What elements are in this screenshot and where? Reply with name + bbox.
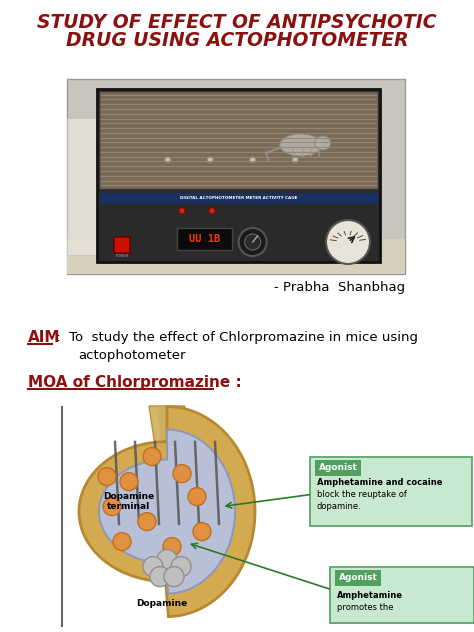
Polygon shape (157, 406, 177, 446)
Circle shape (165, 157, 171, 163)
Text: Dopamine
terminal: Dopamine terminal (103, 492, 155, 511)
Text: - Prabha  Shanbhag: - Prabha Shanbhag (274, 281, 406, 293)
Ellipse shape (315, 136, 331, 150)
Text: Agonist: Agonist (319, 463, 357, 472)
Circle shape (238, 228, 267, 256)
Text: block the reuptake of: block the reuptake of (317, 490, 407, 499)
FancyBboxPatch shape (330, 567, 474, 623)
FancyBboxPatch shape (315, 459, 361, 476)
FancyBboxPatch shape (99, 91, 378, 190)
FancyBboxPatch shape (310, 456, 472, 526)
Text: MOA of Chlorpromazine :: MOA of Chlorpromazine : (28, 375, 242, 389)
Circle shape (143, 557, 163, 576)
Polygon shape (99, 430, 235, 593)
Circle shape (143, 447, 161, 466)
Text: actophotometer: actophotometer (78, 349, 185, 363)
FancyBboxPatch shape (177, 228, 232, 250)
Text: STUDY OF EFFECT OF ANTIPSYCHOTIC: STUDY OF EFFECT OF ANTIPSYCHOTIC (37, 13, 437, 32)
FancyBboxPatch shape (67, 118, 105, 255)
Circle shape (292, 157, 298, 163)
Text: UU 1B: UU 1B (189, 234, 220, 244)
Circle shape (103, 497, 121, 516)
Circle shape (113, 533, 131, 550)
Circle shape (250, 157, 255, 163)
FancyBboxPatch shape (97, 89, 380, 262)
Circle shape (120, 473, 138, 490)
Circle shape (188, 488, 206, 506)
FancyBboxPatch shape (67, 239, 405, 274)
Circle shape (245, 234, 261, 250)
FancyBboxPatch shape (114, 237, 130, 253)
Circle shape (164, 567, 184, 586)
Circle shape (171, 557, 191, 576)
Text: :  To  study the effect of Chlorpromazine in mice using: : To study the effect of Chlorpromazine … (52, 331, 418, 344)
Text: Amphetamine: Amphetamine (337, 590, 403, 600)
Text: DRUG USING ACTOPHOTOMETER: DRUG USING ACTOPHOTOMETER (66, 32, 408, 51)
Circle shape (179, 208, 185, 214)
Circle shape (98, 468, 116, 485)
Circle shape (207, 157, 213, 163)
Circle shape (326, 220, 370, 264)
Polygon shape (149, 406, 185, 446)
Circle shape (163, 538, 181, 556)
Text: Dopamine: Dopamine (137, 600, 188, 609)
Text: POWER: POWER (116, 254, 128, 258)
Circle shape (157, 550, 177, 569)
Text: DIGITAL ACTOPHOTOMETER METER ACTIVITY CAGE: DIGITAL ACTOPHOTOMETER METER ACTIVITY CA… (180, 197, 297, 200)
FancyBboxPatch shape (67, 79, 405, 274)
Ellipse shape (280, 134, 322, 156)
Circle shape (209, 208, 215, 214)
Circle shape (173, 465, 191, 483)
Circle shape (193, 523, 211, 540)
Circle shape (138, 513, 156, 531)
Text: AIM: AIM (28, 329, 61, 344)
Text: Agonist: Agonist (338, 573, 377, 583)
Polygon shape (79, 406, 255, 617)
FancyBboxPatch shape (335, 570, 381, 586)
FancyBboxPatch shape (99, 193, 378, 204)
Text: Amphetamine and cocaine: Amphetamine and cocaine (317, 478, 443, 487)
Circle shape (150, 567, 170, 586)
Text: dopamine.: dopamine. (317, 502, 362, 511)
Text: promotes the: promotes the (337, 602, 393, 612)
